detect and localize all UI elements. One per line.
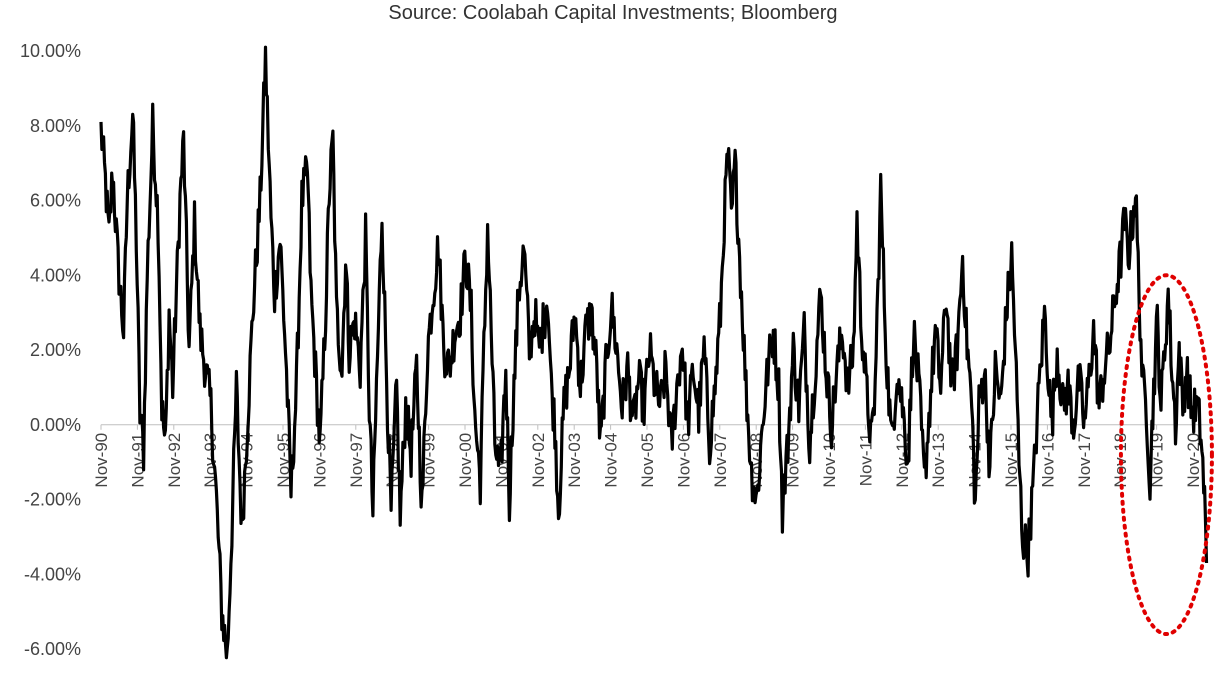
- x-tick-label: Nov-06: [674, 433, 693, 488]
- x-tick-label: Nov-05: [638, 433, 657, 488]
- x-tick-label: Nov-11: [856, 433, 875, 487]
- x-tick-label: Nov-20: [1184, 433, 1203, 488]
- x-tick-label: Nov-04: [602, 433, 621, 488]
- x-tick-label: Nov-03: [565, 433, 584, 488]
- x-tick-label: Nov-10: [820, 433, 839, 488]
- source-caption: Source: Coolabah Capital Investments; Bl…: [388, 2, 838, 24]
- y-tick-label: -6.00%: [24, 639, 81, 659]
- x-tick-label: Nov-12: [893, 433, 912, 488]
- y-tick-label: 8.00%: [30, 116, 81, 136]
- x-tick-label: Nov-96: [310, 433, 329, 488]
- x-tick-label: Nov-92: [165, 433, 184, 488]
- x-tick-label: Nov-17: [1075, 433, 1094, 488]
- highlight-ellipse: [1118, 273, 1214, 637]
- y-tick-label: 6.00%: [30, 191, 81, 211]
- x-tick-label: Nov-00: [456, 433, 475, 488]
- y-tick-label: 0.00%: [30, 415, 81, 435]
- y-tick-label: -4.00%: [24, 564, 81, 584]
- x-tick-label: Nov-16: [1038, 433, 1057, 488]
- x-tick-label: Nov-07: [711, 433, 730, 488]
- x-tick-label: Nov-90: [92, 433, 111, 488]
- x-tick-label: Nov-02: [529, 433, 548, 488]
- y-tick-label: 2.00%: [30, 340, 81, 360]
- y-tick-label: 4.00%: [30, 265, 81, 285]
- x-tick-label: Nov-15: [1002, 433, 1021, 488]
- x-tick-label: Nov-13: [929, 433, 948, 488]
- y-tick-label: -2.00%: [24, 490, 81, 510]
- x-tick-label: Nov-97: [347, 433, 366, 488]
- series-line: [99, 45, 1209, 660]
- y-tick-label: 10.00%: [20, 41, 81, 61]
